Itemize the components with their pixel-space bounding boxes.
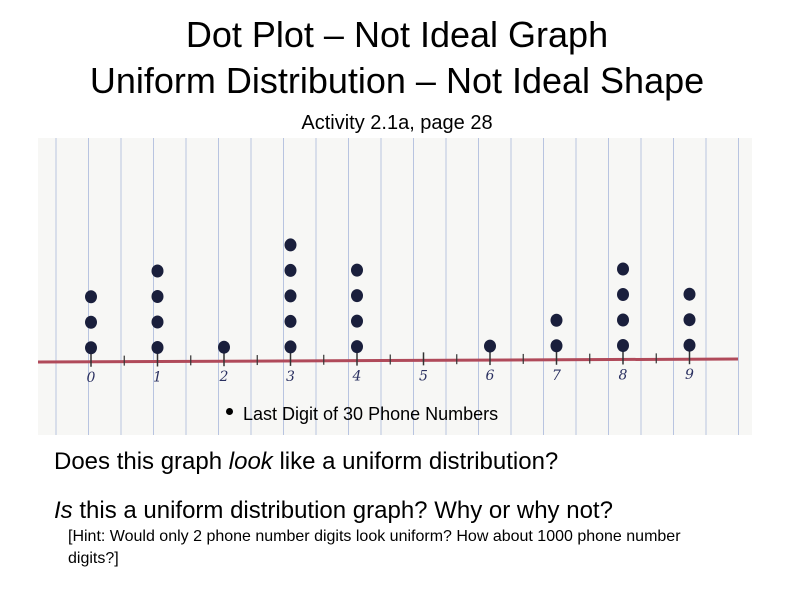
paper-background xyxy=(38,138,752,435)
data-dot xyxy=(351,340,363,354)
hint-text: [Hint: Would only 2 phone number digits … xyxy=(68,528,681,567)
data-dot xyxy=(151,315,164,329)
question-1-post: like a uniform distribution? xyxy=(272,448,559,475)
tick-label: 0 xyxy=(87,370,96,386)
data-dot xyxy=(85,341,97,355)
dots xyxy=(85,238,696,355)
slide-title-line2: Uniform Distribution – Not Ideal Shape xyxy=(89,60,705,101)
tick-label: 2 xyxy=(219,369,229,385)
dot-plot: 0 1 2 3 4 5 6 7 8 9 xyxy=(38,138,752,435)
data-dot xyxy=(151,340,164,354)
data-dot xyxy=(683,287,696,301)
data-dot xyxy=(284,340,297,354)
slide-subtitle: Activity 2.1a, page 28 xyxy=(301,112,493,134)
tick-label: 4 xyxy=(352,369,362,385)
data-dot xyxy=(683,338,696,352)
question-2: Is this a uniform distribution graph? Wh… xyxy=(54,496,613,526)
data-dot xyxy=(151,289,164,303)
tick-label: 1 xyxy=(153,369,162,385)
tick-label: 9 xyxy=(685,367,694,383)
bullet-icon xyxy=(226,408,233,415)
question-1-pre: Does this graph xyxy=(54,448,229,475)
data-dot xyxy=(284,289,297,303)
data-dot xyxy=(550,313,563,327)
data-dot xyxy=(351,314,363,328)
tick-label: 8 xyxy=(619,367,628,383)
question-2-post: this a uniform distribution graph? Why o… xyxy=(72,497,613,524)
data-dot xyxy=(617,262,629,276)
data-dot xyxy=(683,313,696,327)
x-axis-line xyxy=(38,357,739,364)
data-dot xyxy=(218,340,230,354)
data-dot xyxy=(351,263,363,277)
slide-title-line1: Dot Plot – Not Ideal Graph xyxy=(185,14,609,55)
data-dot xyxy=(85,290,97,304)
paper-lines xyxy=(55,138,739,435)
data-dot xyxy=(484,339,496,353)
tick-label: 6 xyxy=(486,368,495,384)
data-dot xyxy=(284,238,297,252)
data-dot xyxy=(284,314,297,328)
data-dot xyxy=(151,264,164,278)
data-dot xyxy=(617,313,629,327)
tick-label: 3 xyxy=(286,369,295,385)
data-dot xyxy=(617,338,629,352)
question-1-emphasis: look xyxy=(228,448,273,475)
data-dot xyxy=(617,287,629,301)
axis-ticks xyxy=(90,351,691,367)
data-dot xyxy=(85,315,97,329)
question-2-emphasis: Is xyxy=(54,497,73,524)
tick-label: 7 xyxy=(552,368,561,384)
data-dot xyxy=(550,339,563,353)
data-dot xyxy=(351,289,363,303)
data-dot xyxy=(284,263,297,277)
tick-label: 5 xyxy=(419,368,428,384)
question-1: Does this graph look like a uniform dist… xyxy=(54,447,558,477)
tick-labels: 0 1 2 3 4 5 6 7 8 9 xyxy=(87,367,695,386)
chart-caption: Last Digit of 30 Phone Numbers xyxy=(243,404,499,424)
